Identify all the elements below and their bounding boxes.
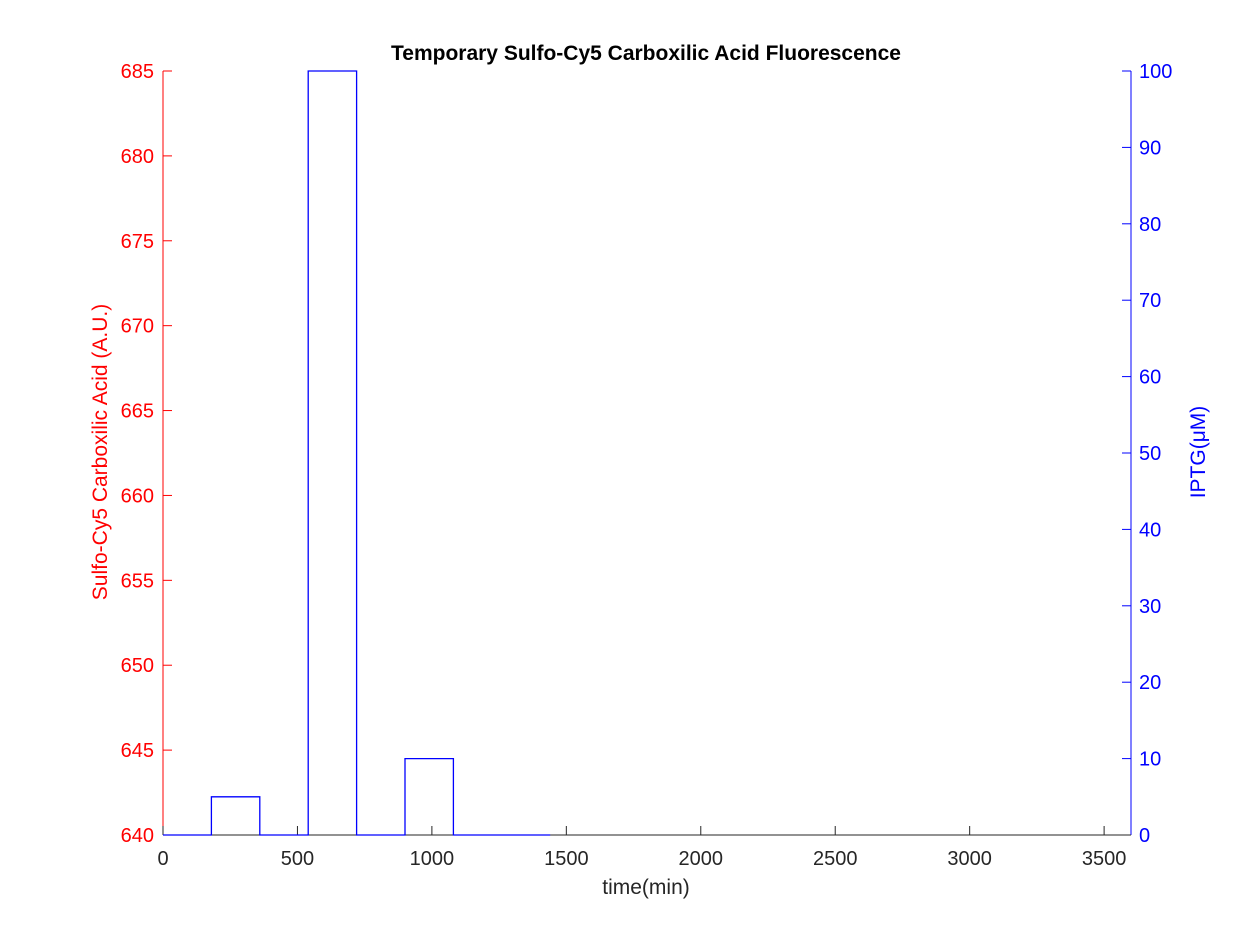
x-axis-label: time(min) — [602, 876, 690, 899]
x-tick-label: 500 — [281, 848, 314, 870]
left-tick-label: 655 — [121, 570, 154, 592]
x-axis: 0 500 1000 1500 2000 2500 3000 3500 — [157, 826, 1131, 870]
left-tick-label: 680 — [121, 146, 154, 168]
left-tick-label: 645 — [121, 740, 154, 762]
right-tick-label: 60 — [1139, 367, 1161, 389]
x-tick-label: 1000 — [410, 848, 455, 870]
left-tick-label: 675 — [121, 231, 154, 253]
x-tick-label: 2000 — [679, 848, 724, 870]
x-tick-label: 2500 — [813, 848, 858, 870]
right-tick-label: 40 — [1139, 519, 1161, 541]
right-tick-label: 50 — [1139, 443, 1161, 465]
iptg-series-line — [163, 70, 551, 836]
right-axis-label: IPTG(μM) — [1187, 406, 1210, 499]
chart-title: Temporary Sulfo-Cy5 Carboxilic Acid Fluo… — [391, 42, 901, 65]
right-tick-label: 90 — [1139, 137, 1161, 159]
right-tick-label: 100 — [1139, 61, 1172, 83]
x-tick-label: 1500 — [544, 848, 589, 870]
left-tick-label: 670 — [121, 316, 154, 338]
left-tick-label: 640 — [121, 825, 154, 847]
right-tick-label: 70 — [1139, 290, 1161, 312]
right-axis: 0 10 20 30 40 50 60 70 80 90 100 — [1122, 61, 1172, 847]
right-tick-label: 30 — [1139, 596, 1161, 618]
x-tick-label: 0 — [157, 848, 168, 870]
left-axis-label: Sulfo-Cy5 Carboxilic Acid (A.U.) — [89, 304, 112, 600]
right-tick-label: 0 — [1139, 825, 1150, 847]
left-tick-label: 665 — [121, 401, 154, 423]
right-tick-label: 80 — [1139, 214, 1161, 236]
right-tick-label: 10 — [1139, 749, 1161, 771]
left-tick-label: 660 — [121, 485, 154, 507]
x-tick-label: 3500 — [1082, 848, 1127, 870]
x-tick-label: 3000 — [947, 848, 992, 870]
plot-area — [163, 70, 551, 836]
left-tick-label: 685 — [121, 61, 154, 83]
left-tick-label: 650 — [121, 655, 154, 677]
right-tick-label: 20 — [1139, 672, 1161, 694]
left-axis: 640 645 650 655 660 665 670 675 680 685 — [121, 61, 172, 847]
